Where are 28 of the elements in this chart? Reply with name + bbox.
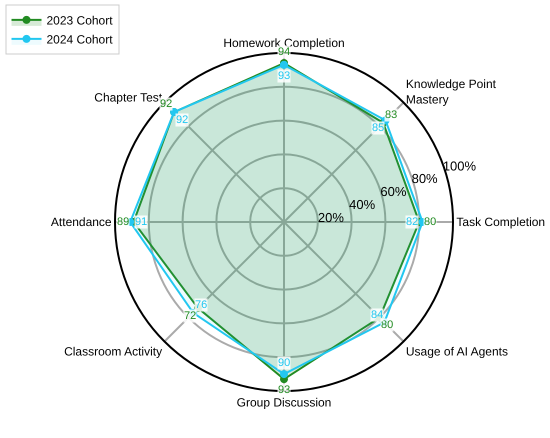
data-label: 89 — [117, 216, 130, 228]
legend-label: 2023 Cohort — [46, 14, 114, 28]
data-label: 76 — [195, 299, 208, 311]
legend-label: 2024 Cohort — [46, 32, 114, 47]
spoke-label: Attendance — [50, 215, 112, 230]
data-label: 93 — [278, 384, 290, 396]
y-tick-label: 100% — [442, 158, 477, 174]
data-label: 80 — [381, 319, 394, 331]
data-label: 84 — [371, 309, 384, 321]
data-label: 72 — [184, 310, 196, 322]
data-label: 91 — [135, 216, 148, 228]
y-tick-label: 40% — [349, 197, 376, 212]
data-label: 92 — [176, 114, 188, 126]
data-label: 83 — [385, 109, 398, 121]
data-label: 82 — [406, 216, 418, 228]
data-label: 90 — [278, 357, 290, 369]
data-label: 92 — [160, 98, 172, 110]
data-label: 80 — [424, 216, 436, 228]
y-tick-label: 20% — [318, 210, 344, 226]
y-tick-label: 80% — [412, 171, 438, 186]
y-tick-label: 60% — [380, 184, 407, 200]
spoke-label: Classroom Activity — [64, 344, 162, 358]
data-label: 93 — [278, 70, 290, 82]
data-label: 85 — [372, 122, 384, 134]
spoke-label: Group Discussion — [236, 395, 332, 410]
spoke-label: Usage of AI Agents — [406, 344, 508, 358]
spoke-label: Knowledge Point Mastery — [406, 77, 497, 107]
spoke-label: Task Completion — [456, 215, 546, 230]
